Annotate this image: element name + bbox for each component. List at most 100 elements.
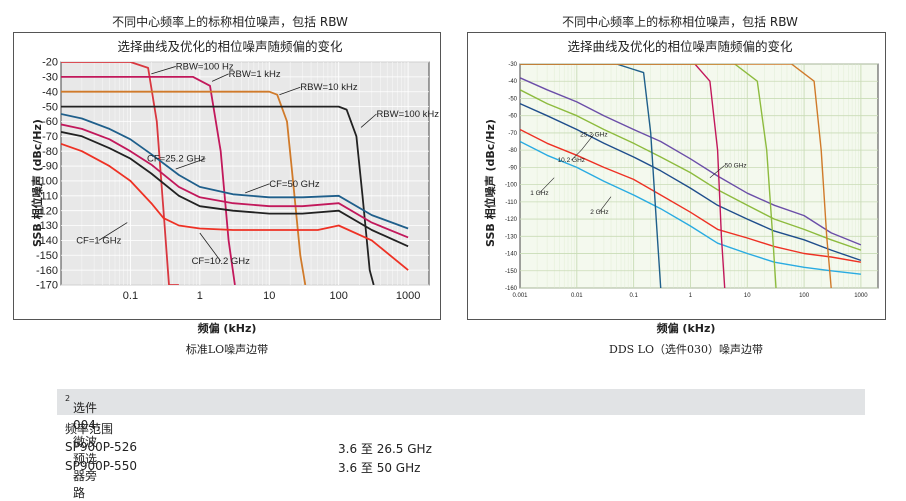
y-tick-label: -20 <box>42 57 58 69</box>
x-tick-label: 1 <box>197 290 203 302</box>
chart2-title: 不同中心频率上的标称相位噪声，包括 RBW <box>562 15 798 29</box>
y-tick-label: -90 <box>508 165 517 171</box>
chart1-ylabel: SSB 相位噪声 (dBc/Hz) <box>31 119 44 247</box>
option-header: 选件 004，微波预选器旁路 2 <box>65 394 108 500</box>
annotation-label: 1 GHz <box>530 190 548 197</box>
spec-model-1: SP900P-526 <box>65 440 137 454</box>
x-tick-label: 0.001 <box>512 293 528 299</box>
series-line-rbw-10-khz <box>61 90 307 285</box>
chart1-xlabel: 频偏 (kHz) <box>197 322 257 335</box>
y-tick-label: -90 <box>42 161 58 173</box>
y-tick-label: -40 <box>508 79 517 85</box>
y-tick-label: -150 <box>505 269 518 275</box>
series-line-cf-10-2-ghz <box>61 131 409 248</box>
annotation-label: RBW=10 kHz <box>300 82 358 93</box>
series-line-cutoff-6 <box>520 64 726 288</box>
y-tick-label: -130 <box>505 234 518 240</box>
series-line-1-ghz <box>520 140 861 275</box>
y-tick-label: -100 <box>36 176 58 188</box>
x-tick-label: 1000 <box>396 290 420 302</box>
series-line-25-2-ghz <box>520 89 862 251</box>
series-line-rbw-100-hz <box>61 62 179 285</box>
y-tick-label: -60 <box>42 116 58 128</box>
spec-range-2: 3.6 至 50 GHz <box>338 461 421 475</box>
series-line-rbw-1-khz <box>61 76 236 285</box>
annotation-leader <box>211 73 229 82</box>
option-header-band: 选件 004，微波预选器旁路 2 <box>57 389 865 500</box>
chart1-caption: 标准LO噪声边带 <box>185 343 269 356</box>
annotation-leader <box>599 196 612 213</box>
y-tick-label: -80 <box>508 148 517 154</box>
annotation-leader <box>98 222 128 241</box>
y-tick-label: -30 <box>508 62 517 68</box>
y-tick-label: -140 <box>505 252 518 258</box>
y-tick-label: -30 <box>42 72 58 84</box>
y-tick-label: -100 <box>505 183 518 189</box>
series-line-50-ghz <box>520 77 862 246</box>
series-group <box>61 62 409 285</box>
x-tick-label: 10 <box>744 293 751 299</box>
option-footnote-ref: 2 <box>65 394 71 403</box>
annotation-leader <box>175 158 206 170</box>
y-tick-label: -50 <box>508 96 517 102</box>
chart1-plot: -20 -30 -40 -50 -60 -70 -80 -90 -100 -110 -120 -130… <box>36 57 439 302</box>
y-tick-label: -70 <box>508 131 517 137</box>
annotation-label: CF=10.2 GHz <box>192 256 251 267</box>
annotation-label: CF=50 GHz <box>269 179 320 190</box>
annotation-leader <box>360 113 377 128</box>
chart2-caption: DDS LO（选件030）噪声边带 <box>609 343 763 356</box>
series-line-cutoff-7 <box>520 64 777 288</box>
y-tick-label: -50 <box>42 101 58 113</box>
y-tick-label: -150 <box>36 250 58 262</box>
x-tick-label: 10 <box>263 290 275 302</box>
y-tick-label: -120 <box>505 217 518 223</box>
y-tick-label: -110 <box>37 190 58 202</box>
annotation-leader <box>199 232 222 262</box>
annotation-label: CF=25.2 GHz <box>147 154 206 165</box>
annotation-leader <box>571 149 582 161</box>
chart1-title: 不同中心频率上的标称相位噪声，包括 RBW <box>112 15 348 29</box>
plot-area <box>60 61 430 286</box>
freq-range-label: 频率范围 <box>65 422 114 436</box>
y-tick-label: -160 <box>505 286 518 292</box>
series-line-cf-50-ghz <box>61 113 409 230</box>
series-line-cutoff-8 <box>520 64 832 288</box>
series-group <box>520 64 862 288</box>
y-tick-label: -40 <box>42 86 58 98</box>
annotation-label: RBW=100 kHz <box>376 109 439 120</box>
x-tick-label: 0.1 <box>629 293 638 299</box>
spec-model-2: SP900P-550 <box>65 459 137 473</box>
annotation-leader <box>539 177 555 194</box>
y-tick-label: -130 <box>36 220 58 232</box>
series-line-cf-25-2-ghz <box>61 123 409 239</box>
chart2-ylabel: SSB 相位噪声 (dBc/Hz) <box>484 119 497 247</box>
x-tick-label: 1000 <box>854 293 868 299</box>
series-line-10-2-ghz <box>520 102 862 262</box>
chart2-plot: -30 -40 -50 -60 -70 -80 -90 -100 -110 -120 -130 -14… <box>505 62 879 299</box>
annotation-leader <box>279 86 301 96</box>
y-tick-label: -80 <box>42 146 58 158</box>
annotation-label: RBW=100 Hz <box>176 61 234 72</box>
annotation-label: 2 GHz <box>590 209 608 216</box>
annotation-label: 10.2 GHz <box>558 157 585 164</box>
x-tick-label: 0.01 <box>571 293 583 299</box>
series-line-cf-1-ghz <box>61 142 409 271</box>
plot-area <box>519 63 879 289</box>
chart2-subtitle: 选择曲线及优化的相位噪声随频偏的变化 <box>567 39 793 54</box>
annotation-leader <box>245 183 270 194</box>
y-tick-label: -110 <box>505 200 517 206</box>
annotation-leader <box>709 165 725 178</box>
y-tick-label: -170 <box>36 280 58 292</box>
x-tick-label: 1 <box>689 293 693 299</box>
annotation-leader <box>151 66 176 75</box>
y-tick-label: -140 <box>36 235 58 247</box>
chart1-subtitle: 选择曲线及优化的相位噪声随频偏的变化 <box>117 39 343 54</box>
annotation-leader <box>581 134 595 151</box>
annotation-label: CF=1 GHz <box>76 235 121 246</box>
y-tick-label: -60 <box>508 114 517 120</box>
series-line-cutoff-5 <box>520 64 662 288</box>
x-tick-label: 100 <box>799 293 810 299</box>
x-tick-label: 0.1 <box>123 290 138 302</box>
chart2-xlabel: 频偏 (kHz) <box>656 322 716 335</box>
y-tick-label: -160 <box>36 265 58 277</box>
